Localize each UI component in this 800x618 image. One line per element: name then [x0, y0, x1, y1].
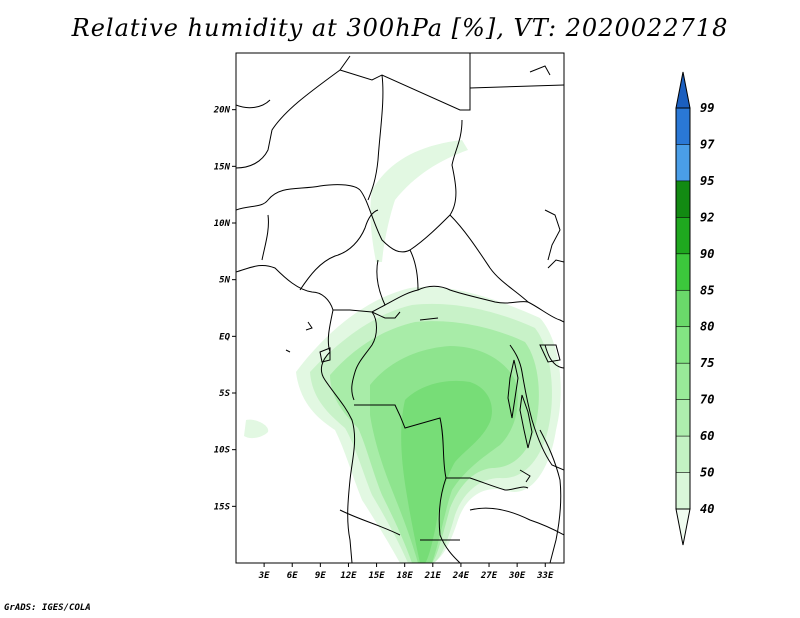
lon-tick-label: 12E [340, 571, 357, 581]
lon-tick-label: 6E [287, 571, 298, 581]
lat-tick-label: 15N [214, 162, 231, 172]
grads-credit: GrADS: IGES/COLA [4, 603, 91, 613]
lat-tick-label: EQ [219, 332, 230, 342]
lat-tick-label: 5S [219, 389, 230, 399]
colorbar-label: 97 [700, 137, 715, 151]
colorbar-segment [676, 436, 690, 473]
lat-axis: 20N 15N 10N 5N EQ 5S 10S 15S [213, 106, 236, 512]
lat-tick-label: 10S [214, 446, 231, 456]
humidity-contour-40c [244, 419, 269, 439]
colorbar-segment [676, 253, 690, 291]
lon-tick-label: 33E [536, 571, 554, 581]
colorbar-segment-below [675, 508, 691, 546]
colorbar-segment [676, 326, 690, 364]
lat-tick-label: 15S [214, 502, 231, 512]
colorbar-label: 92 [700, 210, 714, 224]
colorbar-label: 90 [700, 247, 714, 261]
humidity-contour-80 [401, 380, 492, 563]
colorbar-segment [676, 108, 690, 145]
lat-tick-label: 5N [219, 276, 230, 286]
lat-tick-label: 20N [213, 106, 231, 116]
colorbar-label: 50 [700, 466, 714, 480]
colorbar-segment-above [675, 71, 691, 109]
country-borders [236, 53, 564, 563]
humidity-field [244, 140, 561, 563]
colorbar-segment [676, 290, 690, 327]
lon-tick-label: 24E [452, 571, 470, 581]
lon-tick-label: 15E [368, 571, 385, 581]
colorbar: 40 50 60 70 75 80 85 90 92 95 97 99 [675, 71, 715, 546]
lon-tick-label: 18E [397, 571, 414, 581]
lat-tick-label: 10N [214, 219, 231, 229]
lon-tick-label: 21E [424, 571, 442, 581]
lon-tick-label: 9E [315, 571, 326, 581]
chart-title: Relative humidity at 300hPa [%], VT: 202… [71, 14, 729, 42]
colorbar-label: 95 [700, 174, 714, 188]
colorbar-segment [676, 144, 690, 181]
lon-tick-label: 30E [508, 571, 526, 581]
humidity-contour-40 [370, 140, 468, 262]
colorbar-segment [676, 180, 690, 218]
colorbar-label: 40 [700, 502, 714, 516]
lon-tick-label: 27E [480, 571, 498, 581]
colorbar-label: 60 [700, 429, 714, 443]
colorbar-segment [676, 363, 690, 400]
colorbar-segment [676, 217, 690, 254]
colorbar-segment [676, 472, 690, 509]
lon-tick-label: 3E [258, 571, 270, 581]
colorbar-label: 80 [700, 320, 714, 334]
lon-axis: 3E 6E 9E 12E 15E 18E 21E 24E 27E 30E 33E [258, 563, 554, 581]
colorbar-label: 99 [700, 101, 714, 115]
colorbar-label: 85 [700, 283, 714, 297]
colorbar-label: 75 [700, 356, 714, 370]
colorbar-segment [676, 399, 690, 437]
colorbar-label: 70 [700, 393, 714, 407]
map-frame [235, 52, 565, 564]
